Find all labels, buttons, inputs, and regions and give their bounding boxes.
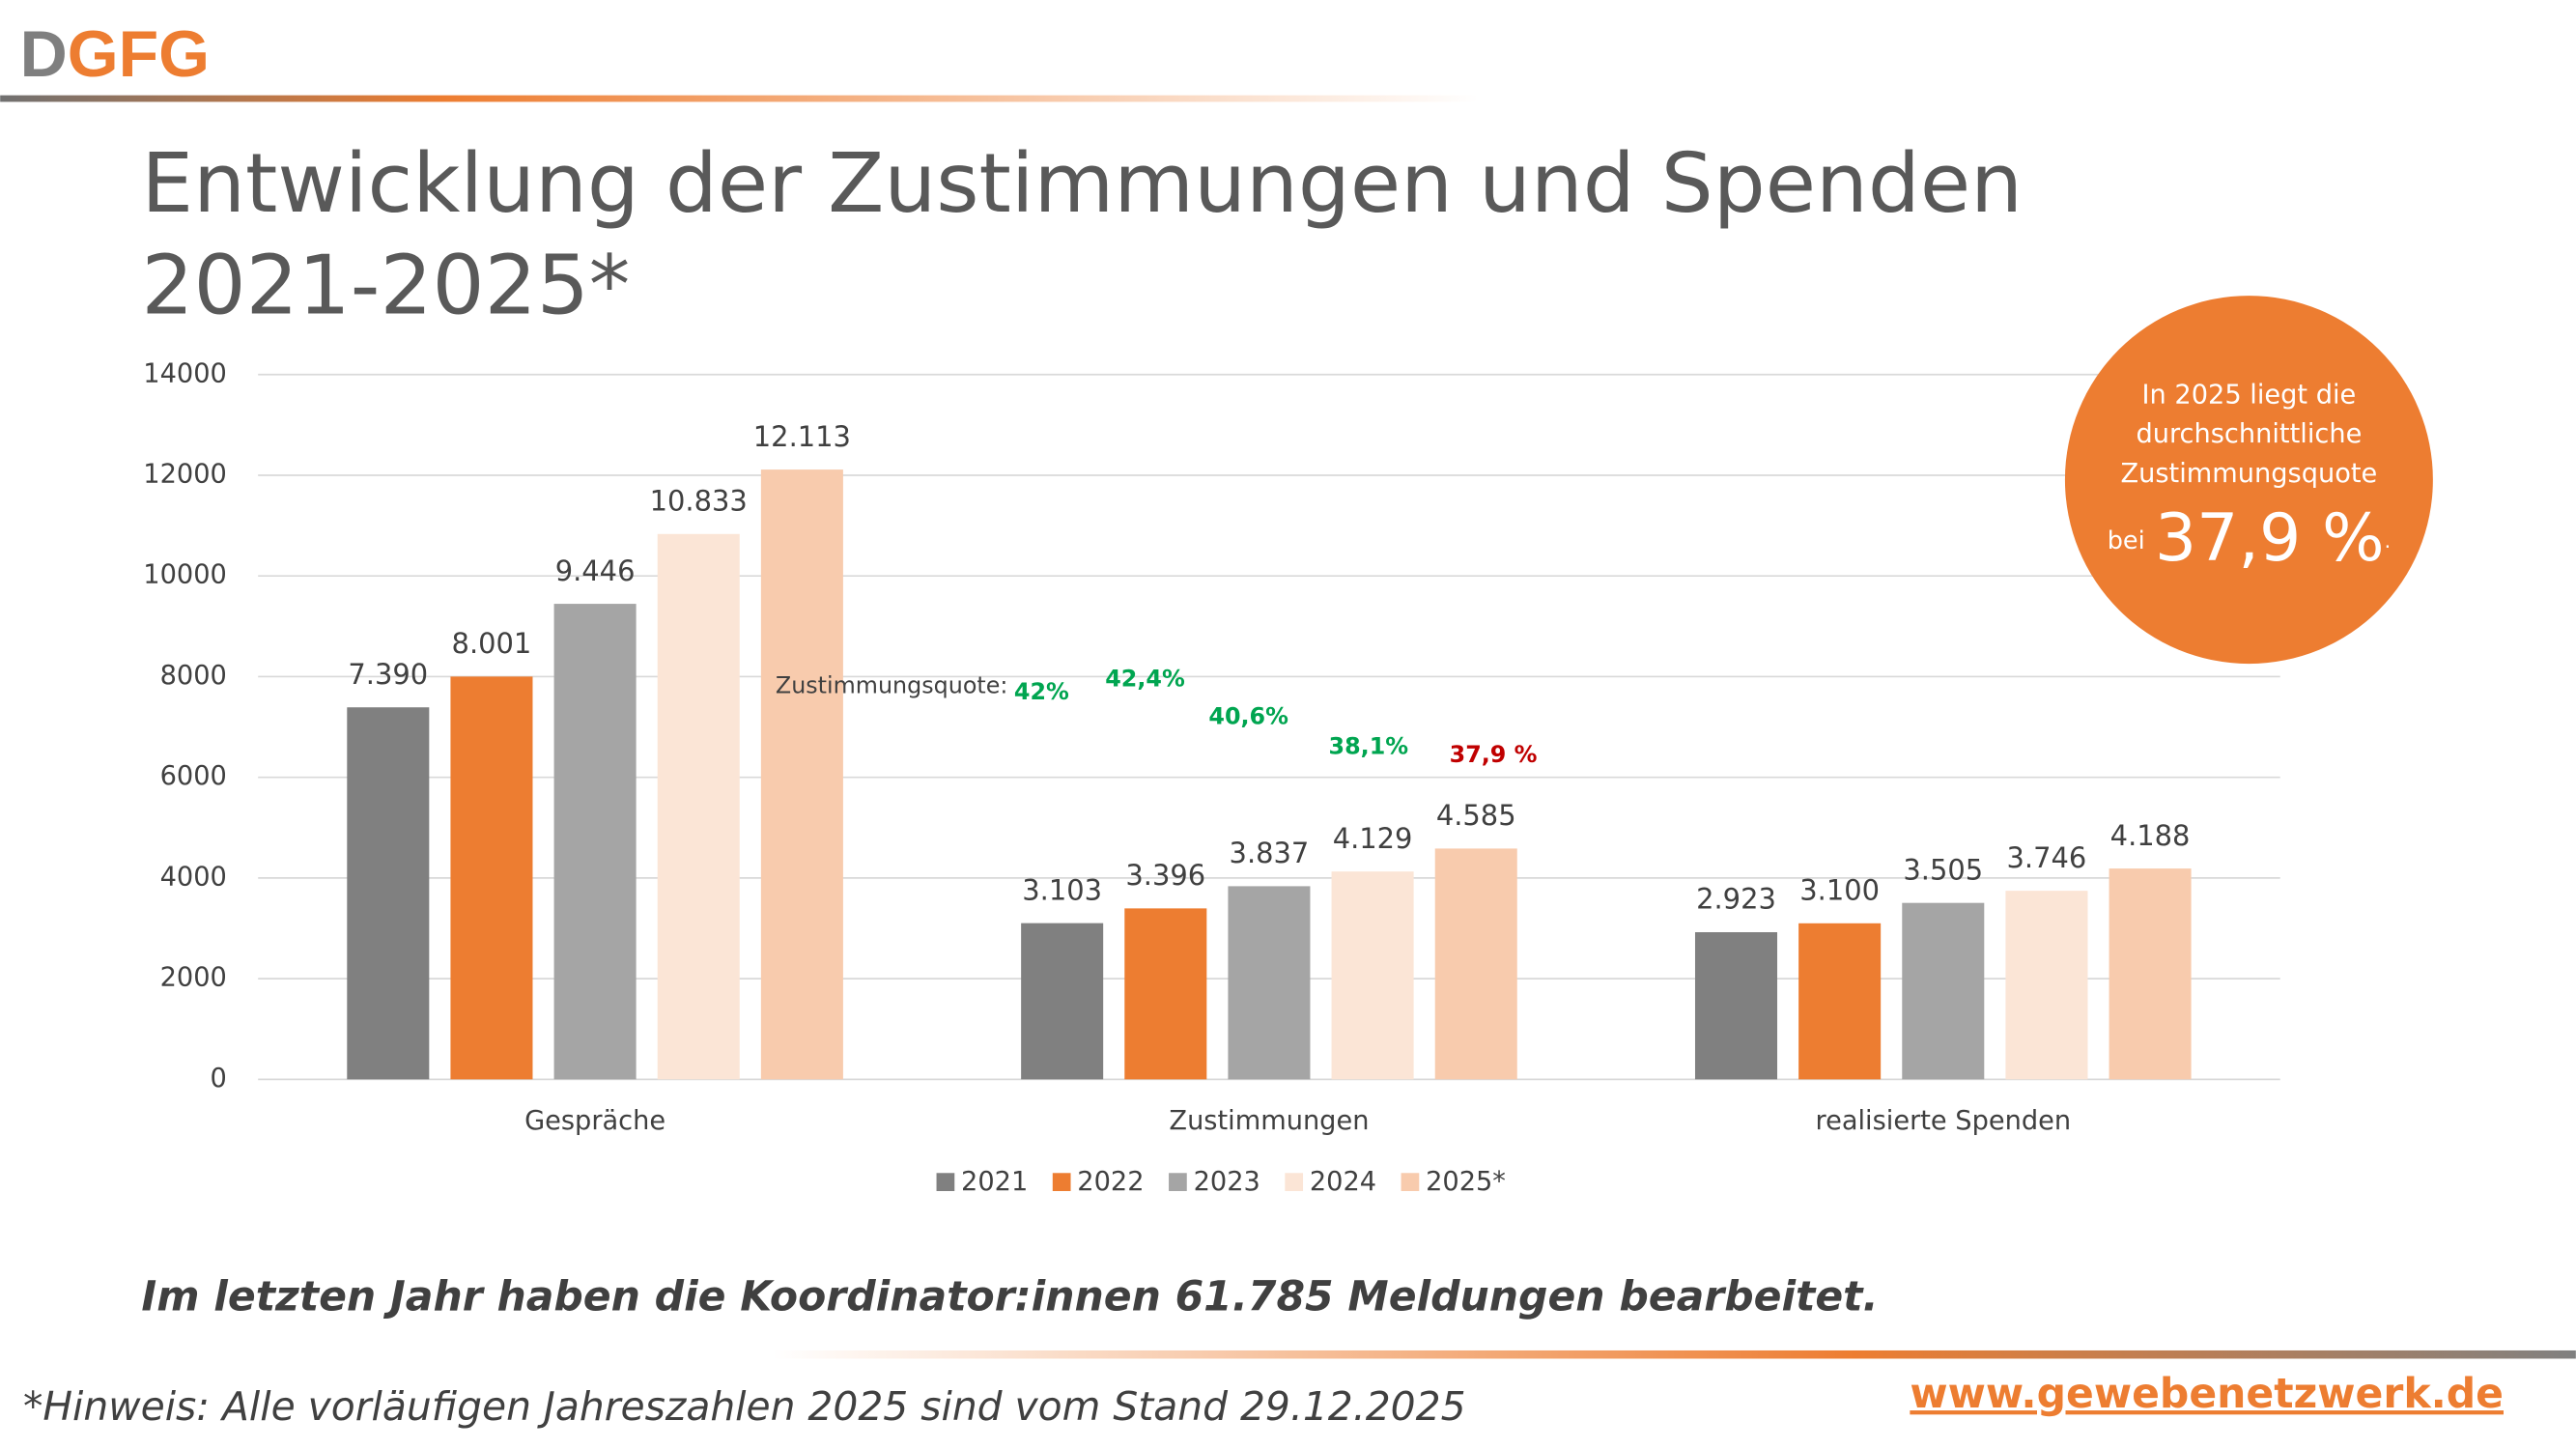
callout-prefix: bei: [2108, 526, 2145, 555]
value-label: 2.923: [1696, 883, 1776, 916]
legend-label: 2023: [1194, 1167, 1260, 1197]
bar: [1331, 871, 1414, 1080]
bar: [1902, 902, 1985, 1080]
title: Entwicklung der Zustimmungen und Spenden: [141, 136, 2023, 232]
header-rule: [0, 95, 1479, 102]
bar: [1021, 923, 1104, 1080]
bar: [1434, 848, 1517, 1080]
callout-line: durchschnittliche: [2136, 419, 2362, 449]
bar: [1798, 923, 1882, 1080]
value-label: 10.833: [650, 484, 748, 517]
bar: [2109, 868, 2192, 1080]
value-label: 3.505: [1903, 853, 1983, 886]
y-tick-label: 12000: [143, 459, 227, 489]
quote-label: Zustimmungsquote:: [776, 671, 1008, 698]
callout-line: Zustimmungsquote: [2121, 459, 2378, 489]
bar: [1228, 886, 1311, 1080]
quote-value: 42%: [1014, 678, 1069, 705]
quote-value: 38,1%: [1329, 732, 1409, 759]
statement: Im letzten Jahr haben die Koordinator:in…: [141, 1274, 1878, 1321]
bar: [1694, 932, 1778, 1080]
value-label: 4.585: [1436, 799, 1516, 832]
value-label: 4.188: [2110, 819, 2191, 852]
url[interactable]: www.gewebenetzwerk.de: [1910, 1371, 2504, 1418]
value-label: 3.396: [1125, 859, 1205, 892]
y-tick-label: 0: [211, 1064, 227, 1094]
logo: DGFG: [20, 17, 210, 91]
callout: In 2025 liegt die durchschnittliche Zustim…: [2108, 380, 2391, 576]
legend-label: 2024: [1310, 1167, 1376, 1197]
callout-circle: [2064, 296, 2433, 665]
y-tick-label: 14000: [143, 358, 227, 388]
y-tick-label: 2000: [160, 963, 227, 993]
bar: [450, 676, 533, 1080]
chart: 0 2000 4000 6000 8000 10000 12000 14000 Gespräch…: [143, 358, 2280, 1197]
legend-swatch: [1401, 1173, 1420, 1191]
bar: [553, 604, 637, 1080]
value-label: 9.446: [555, 554, 636, 587]
footer-rule: [772, 1350, 2576, 1359]
x-tick-label: realisierte Spenden: [1815, 1106, 2071, 1136]
y-tick-label: 8000: [160, 661, 227, 691]
legend-swatch: [1169, 1173, 1187, 1191]
value-label: 8.001: [452, 627, 532, 660]
y-tick-label: 10000: [143, 560, 227, 590]
quote-value: 42,4%: [1105, 666, 1185, 693]
bar: [347, 707, 430, 1080]
value-label: 3.837: [1230, 837, 1310, 869]
bar: [760, 469, 843, 1080]
legend-swatch: [1052, 1173, 1071, 1191]
footnote: *Hinweis: Alle vorläufigen Jahreszahlen …: [23, 1383, 1466, 1430]
value-label: 4.129: [1333, 822, 1413, 855]
x-tick-label: Gespräche: [524, 1106, 665, 1136]
callout-line: In 2025 liegt die: [2141, 380, 2356, 410]
title: 2021-2025*: [141, 238, 630, 333]
legend-label: 2022: [1077, 1167, 1144, 1197]
quote-value: 40,6%: [1208, 703, 1288, 730]
x-tick-label: Zustimmungen: [1169, 1106, 1369, 1136]
callout-value: bei 37,9 %.: [2108, 500, 2391, 577]
value-label: 3.746: [2007, 841, 2087, 874]
y-tick-label: 4000: [160, 862, 227, 892]
value-label: 3.103: [1022, 873, 1102, 906]
quote-value: 37,9 %: [1450, 741, 1538, 768]
value-label: 3.100: [1799, 873, 1880, 906]
legend-label: 2025*: [1426, 1167, 1506, 1197]
bar: [657, 533, 740, 1080]
legend-label: 2021: [961, 1167, 1028, 1197]
bar: [1124, 908, 1207, 1080]
value-label: 7.390: [348, 658, 428, 691]
y-tick-label: 6000: [160, 761, 227, 791]
value-label: 12.113: [753, 420, 851, 453]
callout-highlight: 37,9 %: [2155, 500, 2385, 577]
callout-suffix: .: [2385, 529, 2391, 553]
bar: [2005, 891, 2088, 1080]
legend-swatch: [1285, 1173, 1304, 1191]
logo-part: GFG: [68, 17, 210, 91]
legend-swatch: [936, 1173, 955, 1191]
logo-part: D: [20, 17, 68, 91]
